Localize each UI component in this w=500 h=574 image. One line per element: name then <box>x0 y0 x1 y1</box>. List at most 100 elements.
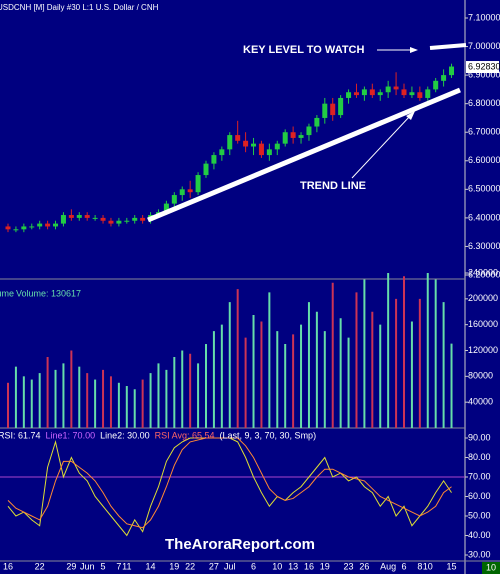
rsi-label: RSI Avg: 65.54 <box>155 430 215 440</box>
candle-body <box>346 92 352 98</box>
x-tick-label: 26 <box>359 561 369 571</box>
candle-body <box>116 220 122 224</box>
candle-body <box>132 217 138 221</box>
candle-body <box>290 132 296 138</box>
candle-body <box>84 215 90 218</box>
annotations: KEY LEVEL TO WATCH TREND LINE TheAroraRe… <box>147 43 467 553</box>
candle-body <box>330 103 336 116</box>
x-tick-label: 5 <box>101 561 106 571</box>
candle-body <box>76 215 82 218</box>
candle-body <box>258 143 264 156</box>
rsi-label: RSI: 61.74 <box>0 430 41 440</box>
x-tick-label: 7 <box>116 561 121 571</box>
arrow <box>351 115 411 179</box>
candle-body <box>227 135 233 150</box>
y-tick-label: 6.70000 <box>468 127 500 137</box>
candle-body <box>361 89 367 96</box>
candle-body <box>203 163 209 176</box>
candle-body <box>124 220 130 222</box>
x-tick-label: 11 <box>122 561 131 571</box>
y-tick-label: 70.00 <box>468 471 491 481</box>
candle-body <box>179 189 185 196</box>
rsi-label: Line1: 70.00 <box>46 430 96 440</box>
candle-body <box>45 223 51 227</box>
last-price-box <box>466 61 499 74</box>
x-tick-label: 16 <box>304 561 314 571</box>
candle-body <box>322 103 328 118</box>
candle-body <box>187 189 193 193</box>
candle-body <box>338 97 344 116</box>
x-tick-label: 22 <box>35 561 45 571</box>
candle-body <box>243 140 249 147</box>
candle-body <box>306 126 312 136</box>
y-tick-label: 40000 <box>468 397 493 407</box>
x-tick-label: 14 <box>146 561 156 571</box>
x-tick-label: 10 <box>272 561 282 571</box>
x-tick-label: Jun <box>80 561 95 571</box>
x-tick-label: 6 <box>251 561 256 571</box>
x-tick-label: 19 <box>320 561 330 571</box>
candle-body <box>449 66 455 76</box>
y-tick-label: 40.00 <box>468 530 491 540</box>
corner-label: 10 <box>486 562 496 572</box>
volume-label: Volume: 130617 <box>16 288 81 298</box>
candle-body <box>163 203 169 213</box>
candle-body <box>441 75 447 81</box>
candle-body <box>68 215 74 218</box>
y-tick-label: 80000 <box>468 371 493 381</box>
y-tick-label: 7.00000 <box>468 41 500 51</box>
x-tick-label: 16 <box>3 561 13 571</box>
candle-body <box>425 89 431 98</box>
y-tick-label: 6.90000 <box>468 69 500 79</box>
y-tick-label: 80.00 <box>468 452 491 462</box>
candle-body <box>235 135 241 141</box>
chart-title: USDCNH [M] Daily #30 L:1 U.S. Dollar / C… <box>0 3 159 12</box>
candle-body <box>219 149 225 156</box>
candle-body <box>377 92 383 96</box>
x-tick-label: 8 <box>417 561 422 571</box>
x-tick-label: 27 <box>209 561 219 571</box>
candle-body <box>274 143 280 150</box>
y-tick-label: 90.00 <box>468 432 491 442</box>
candle-body <box>100 217 106 221</box>
candle-body <box>369 89 375 96</box>
candle-body <box>211 155 217 164</box>
candle-body <box>385 86 391 93</box>
candle-body <box>393 86 399 90</box>
last-price-label: 6.92830 <box>468 61 500 71</box>
y-tick-label: 6.50000 <box>468 184 500 194</box>
candle-body <box>282 132 288 144</box>
y-tick-label: 6.80000 <box>468 98 500 108</box>
candle-body <box>140 217 146 221</box>
candle-body <box>353 92 359 96</box>
candle-body <box>5 226 11 230</box>
arrowhead <box>410 47 418 53</box>
x-tick-label: 10 <box>423 561 433 571</box>
x-tick-label: 19 <box>169 561 179 571</box>
candle-body <box>409 92 415 96</box>
candle-body <box>53 223 59 227</box>
y-tick-label: 6.40000 <box>468 212 500 222</box>
candle-body <box>195 175 201 193</box>
candle-body <box>417 92 423 98</box>
candle-body <box>13 229 19 231</box>
y-tick-label: 6.20000 <box>468 269 500 279</box>
watermark: TheAroraReport.com <box>165 536 315 553</box>
x-tick-label: 15 <box>447 561 457 571</box>
x-tick-label: 23 <box>344 561 354 571</box>
candle-body <box>433 80 439 90</box>
x-tick-label: Aug <box>380 561 396 571</box>
candle-body <box>251 143 257 147</box>
volume-title: Volume <box>0 288 14 298</box>
candle-body <box>60 215 66 224</box>
key-level-line <box>429 43 467 50</box>
candle-body <box>29 226 35 228</box>
rsi-line <box>7 437 452 529</box>
y-tick-label: 200000 <box>468 293 498 303</box>
candle-body <box>266 149 272 156</box>
annotation: KEY LEVEL TO WATCH <box>243 44 364 56</box>
y-tick-label: 6.60000 <box>468 155 500 165</box>
